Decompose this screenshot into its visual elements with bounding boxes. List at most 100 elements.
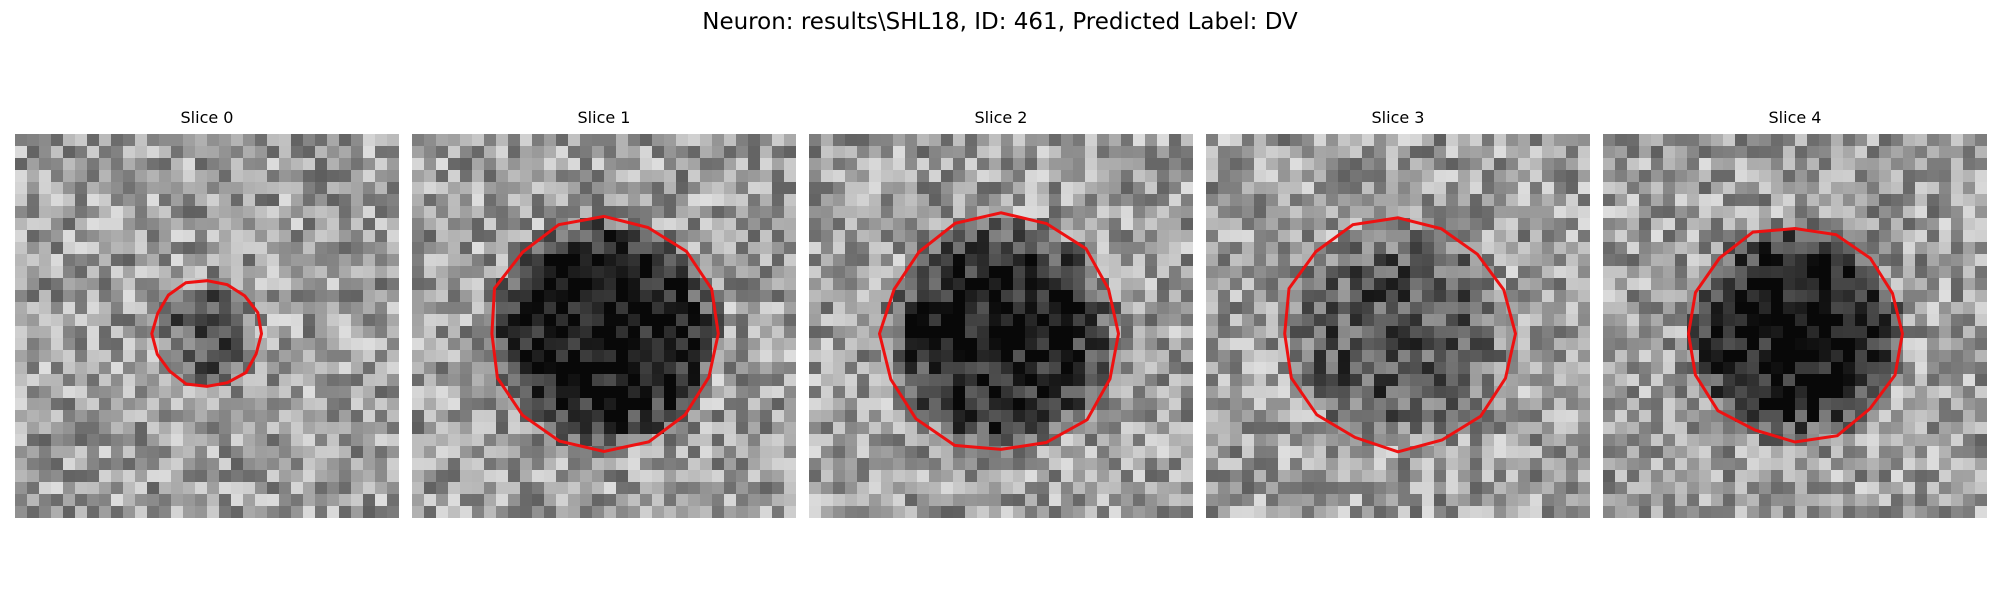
- pixel: [448, 482, 461, 495]
- pixel: [351, 302, 364, 315]
- pixel: [1651, 206, 1664, 219]
- pixel: [1831, 362, 1844, 375]
- pixel: [436, 146, 449, 159]
- pixel: [1470, 326, 1483, 339]
- pixel: [688, 146, 701, 159]
- pixel: [965, 494, 978, 507]
- pixel: [941, 290, 954, 303]
- pixel: [1314, 482, 1327, 495]
- pixel: [1530, 374, 1543, 387]
- pixel: [676, 278, 689, 291]
- pixel: [436, 398, 449, 411]
- pixel: [809, 314, 822, 327]
- pixel: [1037, 170, 1050, 183]
- pixel: [1434, 230, 1447, 243]
- pixel: [351, 434, 364, 447]
- pixel: [784, 194, 796, 207]
- pixel: [1530, 290, 1543, 303]
- pixel: [339, 338, 352, 351]
- pixel: [1651, 398, 1664, 411]
- pixel: [989, 410, 1002, 423]
- pixel: [1855, 350, 1868, 363]
- pixel: [339, 398, 352, 411]
- pixel: [1711, 182, 1724, 195]
- pixel: [1723, 182, 1736, 195]
- pixel: [460, 266, 473, 279]
- pixel: [1398, 182, 1411, 195]
- pixel: [39, 446, 52, 459]
- pixel: [1374, 410, 1387, 423]
- pixel: [1290, 482, 1303, 495]
- pixel: [1951, 194, 1964, 207]
- pixel: [1242, 266, 1255, 279]
- pixel: [736, 170, 749, 183]
- pixel: [1927, 326, 1940, 339]
- pixel: [1819, 350, 1832, 363]
- pixel: [1422, 206, 1435, 219]
- pixel: [857, 326, 870, 339]
- pixel: [1819, 206, 1832, 219]
- pixel: [1627, 446, 1640, 459]
- pixel: [809, 482, 822, 495]
- pixel: [363, 242, 376, 255]
- pixel: [1302, 374, 1315, 387]
- pixel: [1085, 194, 1098, 207]
- pixel: [424, 182, 437, 195]
- pixel: [1663, 338, 1676, 351]
- pixel: [989, 374, 1002, 387]
- pixel: [1206, 434, 1219, 447]
- pixel: [147, 494, 160, 507]
- pixel: [75, 338, 88, 351]
- pixel: [881, 422, 894, 435]
- pixel: [267, 230, 280, 243]
- pixel: [700, 410, 713, 423]
- pixel: [1374, 302, 1387, 315]
- pixel: [1145, 230, 1158, 243]
- pixel: [363, 350, 376, 363]
- pixel: [748, 398, 761, 411]
- pixel: [520, 218, 533, 231]
- pixel: [724, 170, 737, 183]
- pixel: [1290, 446, 1303, 459]
- pixel: [412, 278, 425, 291]
- pixel: [833, 242, 846, 255]
- pixel: [1266, 458, 1279, 471]
- pixel: [1578, 326, 1590, 339]
- pixel: [339, 326, 352, 339]
- pixel: [1230, 386, 1243, 399]
- pixel: [1410, 314, 1423, 327]
- pixel: [424, 506, 437, 518]
- pixel: [1735, 206, 1748, 219]
- pixel: [1747, 146, 1760, 159]
- pixel: [544, 314, 557, 327]
- pixel: [315, 362, 328, 375]
- pixel: [652, 254, 665, 267]
- pixel: [1735, 458, 1748, 471]
- pixel: [99, 254, 112, 267]
- pixel: [436, 314, 449, 327]
- pixel: [1711, 338, 1724, 351]
- pixel: [1145, 146, 1158, 159]
- pixel: [99, 398, 112, 411]
- pixel: [183, 398, 196, 411]
- pixel: [893, 446, 906, 459]
- pixel: [941, 422, 954, 435]
- pixel: [1975, 434, 1987, 447]
- pixel: [496, 242, 509, 255]
- pixel: [905, 374, 918, 387]
- pixel: [171, 242, 184, 255]
- pixel: [279, 446, 292, 459]
- pixel: [1747, 194, 1760, 207]
- pixel: [1109, 230, 1122, 243]
- pixel: [327, 182, 340, 195]
- pixel: [1530, 302, 1543, 315]
- pixel: [1398, 362, 1411, 375]
- pixel: [1891, 170, 1904, 183]
- pixel: [1025, 386, 1038, 399]
- pixel: [556, 482, 569, 495]
- pixel: [520, 302, 533, 315]
- pixel: [941, 386, 954, 399]
- pixel: [87, 146, 100, 159]
- pixel: [965, 230, 978, 243]
- pixel: [1903, 254, 1916, 267]
